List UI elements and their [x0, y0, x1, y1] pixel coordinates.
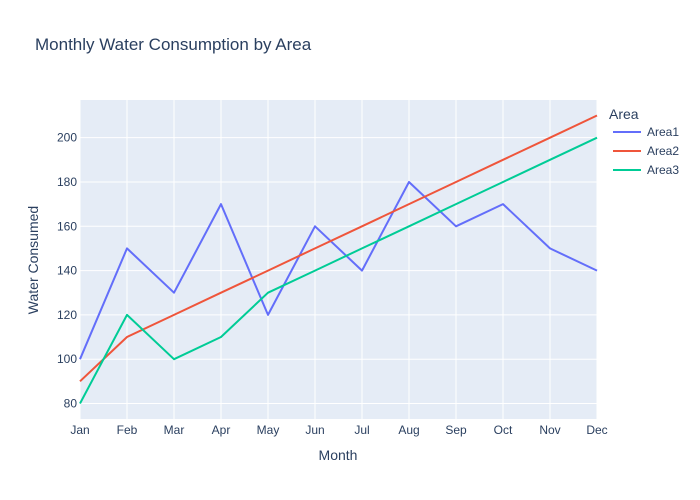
y-tick-label: 180 — [57, 175, 77, 189]
x-tick-label: Apr — [212, 423, 231, 437]
x-tick-label: Feb — [117, 423, 138, 437]
x-tick-labels: Jan Feb Mar Apr May Jun Jul Aug Sep Oct Nov Dec — [70, 423, 607, 437]
x-tick-label: Mar — [164, 423, 185, 437]
legend-label: Area1 — [647, 125, 679, 139]
x-tick-label: Sep — [445, 423, 467, 437]
x-tick-label: Oct — [494, 423, 513, 437]
x-tick-label: Dec — [586, 423, 607, 437]
series-line-area2 — [79, 114, 598, 383]
y-tick-label: 140 — [57, 264, 77, 278]
x-tick-label: May — [257, 423, 280, 437]
legend-label: Area2 — [647, 144, 679, 158]
legend-title: Area — [609, 106, 639, 122]
legend-label: Area3 — [647, 163, 679, 177]
y-tick-labels: 80 100 120 140 160 180 200 — [57, 131, 77, 411]
x-tick-label: Aug — [398, 423, 419, 437]
x-tick-label: Jan — [70, 423, 89, 437]
y-tick-label: 200 — [57, 131, 77, 145]
y-tick-label: 100 — [57, 352, 77, 366]
chart-title: Monthly Water Consumption by Area — [35, 35, 312, 54]
series-line-area1 — [79, 181, 598, 360]
gridlines — [79, 100, 598, 419]
legend: Area Area1 Area2 Area3 — [609, 106, 679, 177]
series-line-area3 — [79, 136, 598, 404]
y-tick-label: 80 — [64, 396, 78, 410]
series-lines — [79, 114, 598, 404]
x-tick-label: Jun — [305, 423, 324, 437]
y-tick-label: 120 — [57, 308, 77, 322]
x-axis-title: Month — [319, 447, 358, 463]
y-tick-label: 160 — [57, 219, 77, 233]
y-axis-title: Water Consumed — [25, 206, 41, 314]
x-tick-label: Nov — [539, 423, 560, 437]
x-tick-label: Jul — [354, 423, 369, 437]
